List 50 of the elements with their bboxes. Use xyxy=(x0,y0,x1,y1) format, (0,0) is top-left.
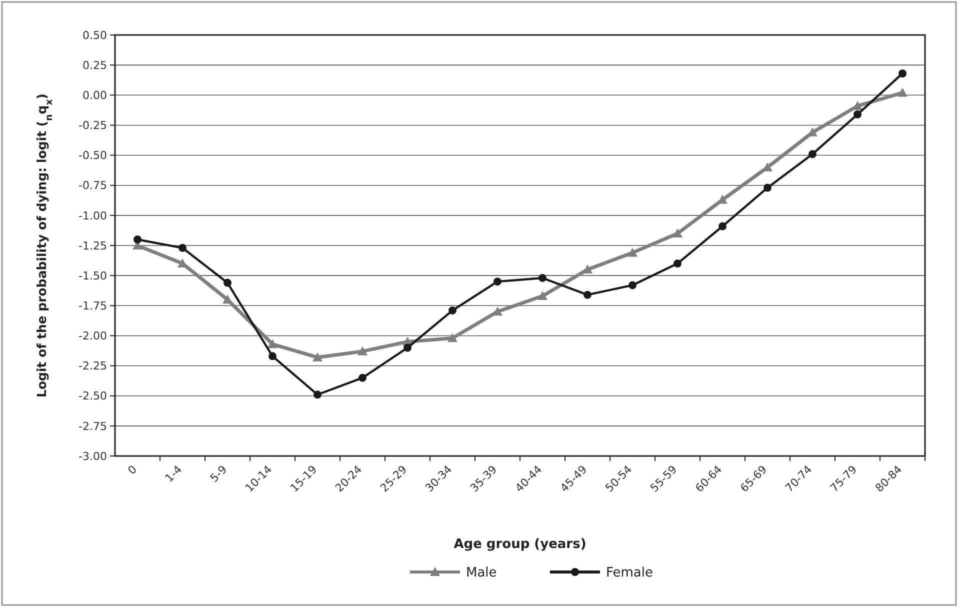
point xyxy=(898,88,908,97)
point xyxy=(268,352,276,360)
y-tick-label: -2.25 xyxy=(78,360,107,373)
x-tick-label: 1-4 xyxy=(162,462,185,485)
x-tick-label: 0 xyxy=(125,462,140,478)
y-tick-label: 0.50 xyxy=(82,28,107,42)
y-tick-label: -2.50 xyxy=(78,390,107,403)
y-tick-label: -2.75 xyxy=(78,420,107,433)
point xyxy=(404,344,412,352)
legend-label: Female xyxy=(606,566,654,581)
point xyxy=(628,248,638,257)
y-tick-label: -2.00 xyxy=(78,330,107,343)
point xyxy=(492,306,502,316)
point xyxy=(628,281,636,290)
x-tick-label: 5-9 xyxy=(208,462,230,485)
point xyxy=(312,352,322,362)
y-tick-label: -1.00 xyxy=(78,209,107,222)
point xyxy=(358,374,366,382)
point xyxy=(222,294,232,304)
y-tick-label: -1.25 xyxy=(78,239,107,252)
y-tick-label: -1.50 xyxy=(78,269,107,282)
point xyxy=(224,278,232,287)
point xyxy=(268,339,278,348)
y-tick-label: 0.25 xyxy=(82,58,107,72)
point xyxy=(898,69,906,78)
point xyxy=(672,228,682,238)
legend-label: Male xyxy=(466,566,497,581)
point xyxy=(852,100,862,110)
point xyxy=(358,346,368,356)
point xyxy=(674,260,682,268)
point xyxy=(854,110,862,118)
y-tick-label: -0.75 xyxy=(78,179,107,192)
y-tick-label: 0.00 xyxy=(82,88,107,102)
point xyxy=(718,222,726,230)
point xyxy=(448,333,458,342)
y-tick-label: -0.50 xyxy=(78,149,107,162)
x-axis-title: Age group (years) xyxy=(454,537,586,552)
point xyxy=(178,244,186,252)
point xyxy=(134,235,142,244)
y-tick-label: -3.00 xyxy=(78,450,107,463)
point xyxy=(764,184,772,192)
point xyxy=(314,390,322,399)
point xyxy=(808,150,816,158)
point xyxy=(448,306,456,314)
point xyxy=(538,291,548,300)
point xyxy=(584,290,592,299)
point xyxy=(494,278,502,286)
point xyxy=(538,274,546,282)
y-tick-label: -1.75 xyxy=(78,299,107,312)
y-tick-label: -0.25 xyxy=(78,119,107,132)
